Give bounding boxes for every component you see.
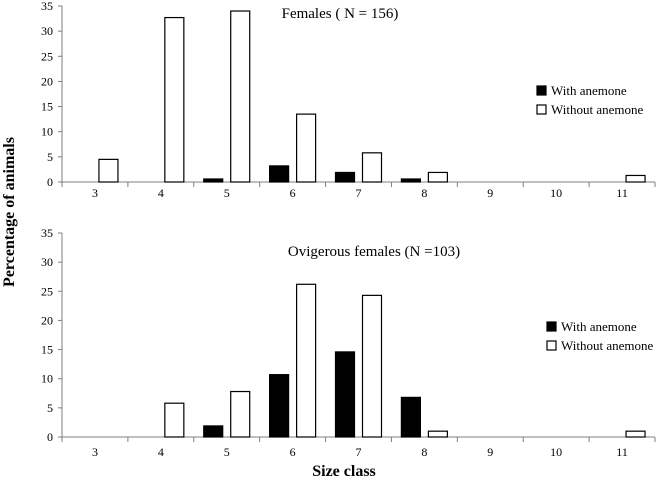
- bar-with-anemone: [203, 178, 224, 183]
- chart-panel-1: 0 5 10 15 20 25 30 35 3 4 5 6 7 8 9 10 11 Females ( N = 1…: [41, 0, 656, 200]
- bar-without-anemone: [296, 283, 317, 438]
- bar-without-anemone: [427, 171, 448, 183]
- bar-with-anemone: [269, 165, 290, 183]
- bar-with-anemone: [334, 351, 356, 438]
- chart-title: Females ( N = 156): [282, 6, 399, 22]
- bar-with-anemone: [203, 425, 224, 438]
- bar-without-anemone: [625, 430, 646, 438]
- legend-swatch: [546, 340, 557, 351]
- chart-panel-2: 0 5 10 15 20 25 30 35 3 4 5 6 7 8 9 10 11 Ovigerous femal…: [41, 226, 656, 459]
- x-tick-label: 9: [487, 445, 493, 459]
- y-tick-label: 5: [47, 401, 53, 415]
- legend-label: With anemone: [561, 319, 637, 334]
- y-tick-label: 15: [41, 100, 53, 114]
- y-tick-label: 10: [41, 125, 53, 139]
- x-tick-label: 10: [550, 445, 562, 459]
- bar-without-anemone: [625, 174, 646, 183]
- y-tick-label: 20: [41, 313, 53, 327]
- x-tick-label: 8: [421, 186, 427, 200]
- x-tick-label: 3: [92, 186, 98, 200]
- bar-with-anemone: [334, 171, 356, 183]
- y-tick-label: 30: [41, 255, 53, 269]
- bar-without-anemone: [361, 152, 383, 183]
- legend-label: Without anemone: [551, 102, 643, 117]
- bar-without-anemone: [164, 402, 185, 438]
- bar-without-anemone: [230, 10, 251, 183]
- bar-with-anemone: [400, 396, 421, 438]
- y-tick-label: 0: [47, 430, 53, 444]
- x-tick-label: 4: [158, 445, 164, 459]
- x-tick-label: 6: [290, 445, 296, 459]
- y-tick-label: 10: [41, 372, 53, 386]
- y-tick-label: 0: [47, 175, 53, 189]
- y-tick-label: 30: [41, 24, 53, 38]
- legend-label: Without anemone: [561, 338, 653, 353]
- bar-without-anemone: [361, 294, 383, 438]
- legend-label: With anemone: [551, 83, 627, 98]
- x-tick-label: 9: [487, 186, 493, 200]
- legend-swatch: [536, 104, 547, 115]
- x-tick-label: 11: [616, 445, 628, 459]
- x-tick-label: 10: [550, 186, 562, 200]
- bar-with-anemone: [269, 374, 290, 438]
- x-tick-label: 5: [224, 186, 230, 200]
- bar-without-anemone: [296, 113, 317, 183]
- bar-without-anemone: [164, 16, 185, 183]
- chart-title: Ovigerous females (N =103): [288, 244, 460, 260]
- y-tick-label: 15: [41, 343, 53, 357]
- x-tick-label: 7: [356, 445, 362, 459]
- x-tick-label: 8: [421, 445, 427, 459]
- x-tick-label: 4: [158, 186, 164, 200]
- x-axis-label: Size class: [312, 463, 376, 480]
- y-axis-label: Percentage of animals: [1, 137, 18, 287]
- bar-without-anemone: [98, 158, 119, 183]
- y-tick-label: 25: [41, 284, 53, 298]
- y-tick-label: 25: [41, 49, 53, 63]
- y-tick-label: 35: [41, 226, 53, 240]
- bar-with-anemone: [400, 178, 421, 183]
- legend-swatch: [536, 85, 547, 96]
- x-tick-label: 11: [616, 186, 628, 200]
- bar-without-anemone: [427, 430, 448, 438]
- x-tick-label: 3: [92, 445, 98, 459]
- y-tick-label: 35: [41, 0, 53, 13]
- x-tick-label: 7: [356, 186, 362, 200]
- x-tick-label: 6: [290, 186, 296, 200]
- legend-swatch: [546, 321, 557, 332]
- y-tick-label: 20: [41, 74, 53, 88]
- y-tick-label: 5: [47, 150, 53, 164]
- x-tick-label: 5: [224, 445, 230, 459]
- bar-without-anemone: [230, 390, 251, 438]
